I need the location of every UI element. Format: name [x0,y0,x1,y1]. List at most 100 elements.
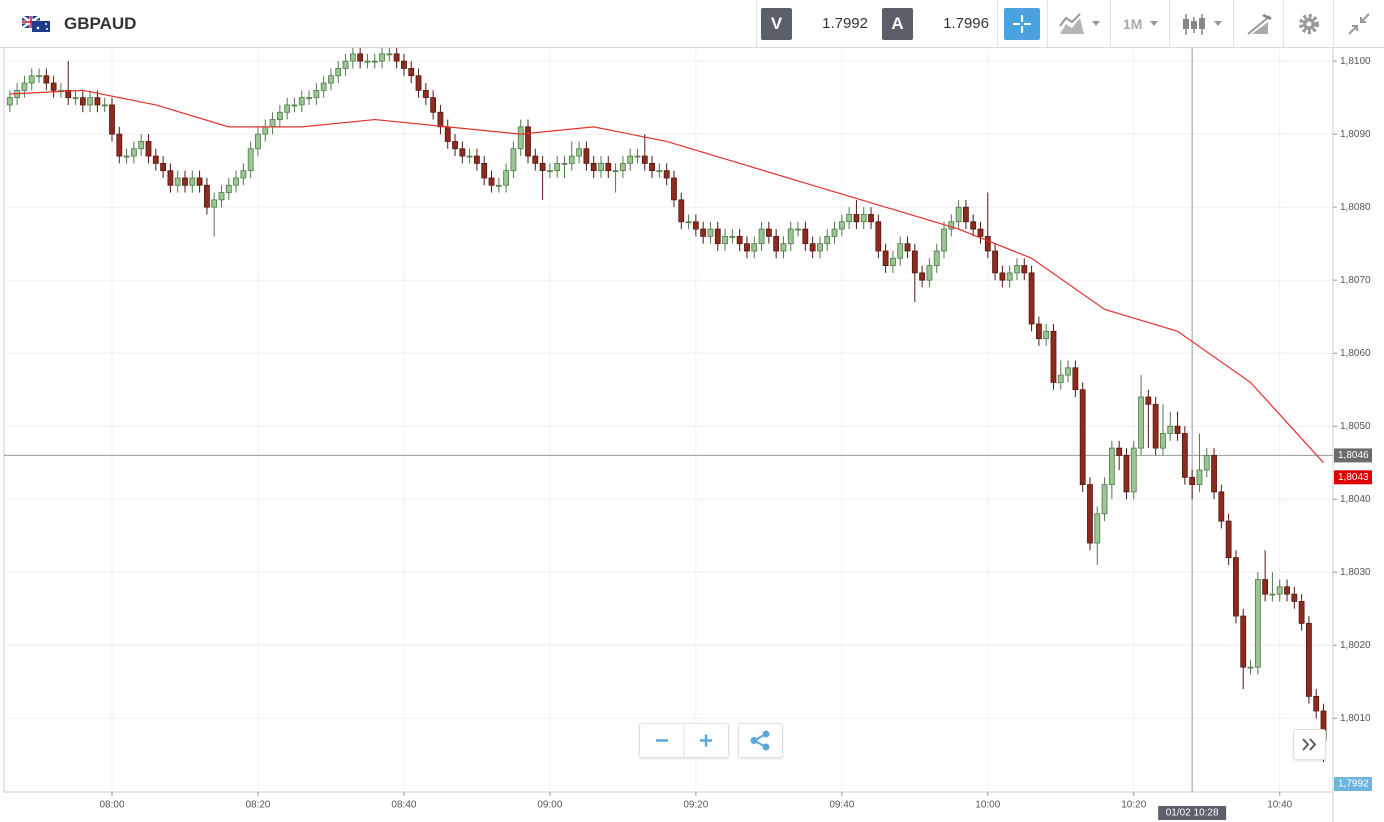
separator [997,0,998,47]
candle-body [138,141,145,150]
ask-label[interactable]: A [882,8,913,40]
candle-body [525,126,531,157]
candle-body [933,250,940,266]
candle-body [1028,272,1035,325]
candle-body [627,155,634,164]
candle-body [590,162,597,172]
draw-icon [1247,14,1272,35]
candle-body [1160,433,1166,449]
candle-body [437,111,444,128]
candle-body [101,104,108,107]
candle-body [36,75,42,78]
separator [1110,0,1111,47]
candle-body [1254,579,1261,668]
gear-icon [1299,14,1319,34]
zoom-icons[interactable] [640,724,728,757]
candle-body [692,221,699,230]
x-tick-label: 10:00 [975,800,1000,811]
candle-body [554,162,561,172]
candle-type-button[interactable] [1178,8,1228,40]
candle-body [1240,615,1247,668]
candle-body [182,177,188,186]
bid-label[interactable]: V [761,8,792,40]
candle-body [167,170,174,186]
candle-body [50,82,57,91]
candle-body [1116,447,1123,456]
candle-body [1276,586,1283,595]
candle-body [911,250,918,274]
candle-body [882,250,889,266]
candle-body [1196,469,1203,486]
candle-body [875,221,882,252]
candle-body [1087,484,1093,544]
candle-body [1072,367,1079,391]
bid-price[interactable]: 1.7992 [822,15,868,32]
candle-body [233,177,239,186]
ask-price[interactable]: 1.7996 [943,15,989,32]
draw-button[interactable] [1242,8,1278,40]
price-label-box [1334,470,1372,485]
candle-body [269,119,276,128]
separator [1169,0,1170,47]
candle-body [474,155,480,164]
crosshair-time-box [1158,806,1227,820]
candle-body [320,82,327,91]
candle-body [444,126,451,142]
settings-button[interactable] [1291,8,1327,40]
x-tick-label: 08:20 [245,800,270,811]
candle-body [189,177,196,186]
price-label: 1,7992 [1338,779,1369,790]
separator [1047,0,1048,47]
share-button[interactable] [738,723,783,758]
candle-body [87,97,94,106]
collapse-button[interactable] [1341,8,1377,40]
candle-body [430,97,437,113]
candle-body [481,162,488,179]
candle-body [1152,403,1159,449]
timeframe-button[interactable]: 1M [1118,8,1164,40]
candle-body [401,60,407,69]
collapse-icon [1348,13,1370,35]
candle-body [6,97,13,106]
candle-body [751,243,758,252]
candle-body [386,53,393,56]
candle-body [598,162,604,172]
candle-body [919,272,926,281]
chart-type-button[interactable] [1056,8,1106,40]
candle-body [1123,455,1130,493]
share-icon [750,730,770,751]
area-icon [1059,13,1100,34]
candle-body [707,228,714,237]
candle-body [744,243,750,252]
y-tick-label: 1,8010 [1340,713,1371,724]
candle-body [298,97,305,106]
candle-body [941,228,947,252]
flag-icon [22,16,50,32]
candle-body [131,148,137,157]
candle-body [247,148,254,172]
y-tick-label: 1,8020 [1340,640,1371,651]
crosshair-price-label: 1,8046 [1338,450,1369,461]
candle-body [123,155,130,158]
candle-body [568,155,575,164]
candle-body [1014,265,1020,274]
symbol: GBPAUD [64,14,137,33]
candle-body [539,162,546,172]
candle-body [466,155,473,158]
scroll-end-button[interactable] [1293,729,1326,760]
candle-body [1211,455,1217,493]
candle-body [211,199,218,208]
caret-icon [1150,21,1158,26]
candle-body [868,214,874,223]
toolbar: GBPAUD V 1.7992 A 1.7996 1M [0,0,1384,48]
candle-body [634,155,641,158]
candle-body [700,228,707,237]
candle-body [1021,265,1028,274]
candle-body [817,243,823,252]
candle-body [1181,433,1188,478]
crosshair-button[interactable] [1004,8,1040,40]
candle-body [116,133,123,157]
candle-body [43,75,50,84]
